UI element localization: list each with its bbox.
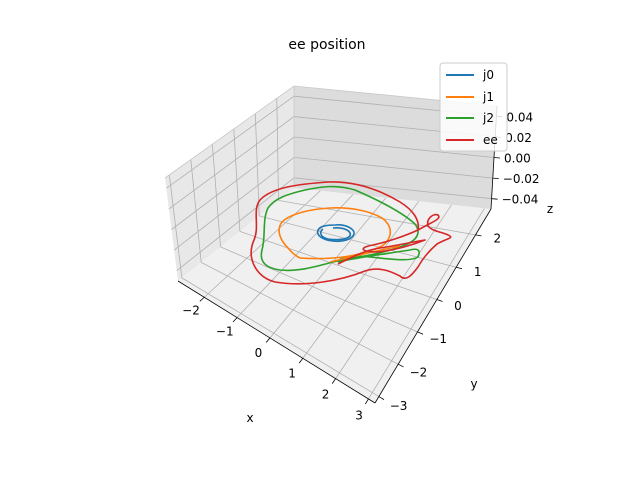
y-tick-label: −2: [410, 366, 428, 380]
y-gridline: [220, 246, 418, 333]
curves: [250, 181, 452, 285]
legend-frame: [439, 62, 508, 152]
z-tick: [492, 177, 499, 179]
y-tick: [436, 299, 443, 302]
x-tick: [331, 378, 336, 384]
legend-label-j1: j1: [482, 90, 494, 104]
x-tick-label: −1: [216, 325, 234, 339]
x-gridline: [368, 208, 485, 400]
y-tick-label: −3: [390, 399, 408, 413]
pane-edges: [164, 85, 498, 188]
x-tick: [298, 358, 304, 364]
series-line-ee: [250, 181, 452, 285]
x-gridline: [203, 190, 321, 298]
legend-entry-j1: j1: [446, 90, 494, 104]
y-tick: [475, 234, 482, 237]
x-tick: [199, 296, 205, 302]
y-axis-line: [374, 208, 492, 404]
z-axis-label: z: [547, 202, 553, 216]
y-tick-label: 1: [474, 265, 482, 279]
x-tick-label: −2: [182, 303, 200, 317]
y-tick: [417, 331, 424, 335]
y-tick-label: 0: [454, 299, 462, 313]
y-axis-label: y: [470, 377, 477, 391]
x-tick: [232, 317, 238, 323]
chart-title: ee position: [288, 37, 365, 53]
y-tick: [378, 396, 385, 400]
legend-entry-j2: j2: [446, 111, 494, 125]
legend-label-j2: j2: [482, 111, 494, 125]
y-gridline: [239, 231, 437, 300]
legend-label-j0: j0: [482, 68, 494, 82]
x-tick-label: 1: [288, 367, 296, 381]
x-gridline: [269, 197, 387, 339]
legend-entry-ee: ee: [446, 133, 498, 147]
legend: j0 j1 j2 ee: [439, 62, 508, 152]
y-gridline: [201, 262, 399, 365]
legend-entry-j0: j0: [446, 68, 494, 82]
z-tick-label: 0.04: [506, 110, 533, 124]
y-gridline: [278, 200, 476, 236]
ticks: −2 −1 0 1 2 3 −3 −2 −1 0 1 2 0.04 0.02 0.00 −0.02 −0.04: [182, 110, 539, 422]
x-gridline: [302, 201, 420, 359]
y-gridline: [181, 277, 380, 397]
y-tick-label: 2: [493, 232, 501, 246]
z-tick-label: 0.02: [505, 131, 532, 145]
x-tick-label: 2: [322, 388, 330, 402]
y-tick-label: −1: [429, 332, 447, 346]
z-tick: [491, 198, 498, 200]
x-tick-label: 3: [355, 408, 363, 422]
x-axis-label: x: [246, 411, 253, 425]
legend-label-ee: ee: [483, 133, 498, 147]
x-tick-label: 0: [255, 346, 263, 360]
series-line-j0: [316, 224, 355, 243]
y-tick: [456, 266, 463, 270]
x-tick: [364, 398, 369, 405]
x-axis-line: [177, 280, 376, 404]
x-gridline: [335, 204, 452, 379]
z-tick: [493, 157, 501, 159]
x-tick: [265, 337, 271, 343]
z-tick-label: −0.02: [503, 172, 540, 186]
y-tick: [398, 363, 404, 368]
z-tick-label: 0.00: [504, 152, 531, 166]
z-tick-label: −0.04: [502, 193, 539, 207]
